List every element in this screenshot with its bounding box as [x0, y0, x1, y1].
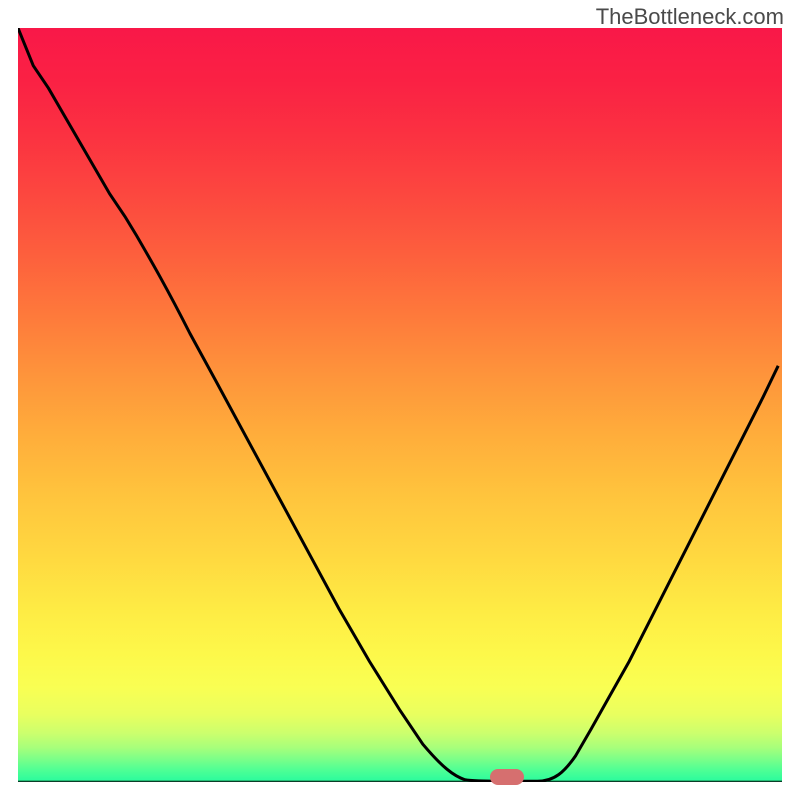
- minimum-marker: [490, 769, 524, 785]
- bottleneck-curve: [18, 28, 778, 781]
- chart-container: TheBottleneck.com: [0, 0, 800, 800]
- plot-area: [18, 28, 782, 782]
- curve-layer: [18, 28, 782, 782]
- watermark-text: TheBottleneck.com: [596, 4, 784, 30]
